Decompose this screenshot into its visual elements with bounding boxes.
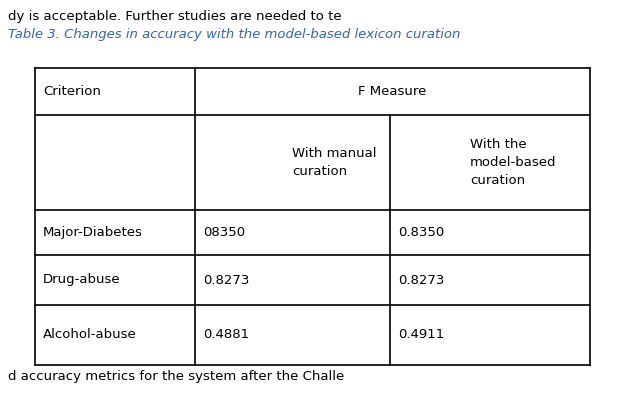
- Text: Criterion: Criterion: [43, 85, 101, 98]
- Text: 0.8350: 0.8350: [398, 226, 444, 239]
- Text: 0.4881: 0.4881: [203, 328, 249, 342]
- Text: Alcohol-abuse: Alcohol-abuse: [43, 328, 137, 342]
- Text: 08350: 08350: [203, 226, 245, 239]
- Text: With the
model-based
curation: With the model-based curation: [470, 138, 557, 187]
- Text: F Measure: F Measure: [358, 85, 427, 98]
- Text: 0.8273: 0.8273: [398, 273, 444, 286]
- Text: With manual
curation: With manual curation: [292, 147, 377, 178]
- Text: dy is acceptable. Further studies are needed to te: dy is acceptable. Further studies are ne…: [8, 10, 342, 23]
- Text: 0.8273: 0.8273: [203, 273, 250, 286]
- Text: Drug-abuse: Drug-abuse: [43, 273, 120, 286]
- Text: Table 3. Changes in accuracy with the model-based lexicon curation: Table 3. Changes in accuracy with the mo…: [8, 28, 460, 41]
- Text: d accuracy metrics for the system after the Challe: d accuracy metrics for the system after …: [8, 370, 344, 383]
- Text: 0.4911: 0.4911: [398, 328, 444, 342]
- Text: Major-Diabetes: Major-Diabetes: [43, 226, 143, 239]
